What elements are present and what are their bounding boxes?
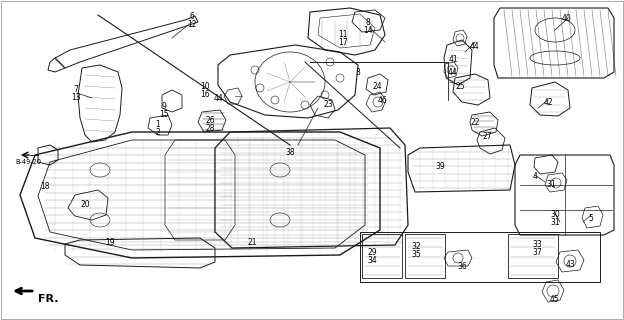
- Text: 14: 14: [363, 26, 373, 35]
- Text: 34: 34: [367, 256, 377, 265]
- Text: 5: 5: [588, 214, 593, 223]
- Text: 12: 12: [187, 20, 197, 29]
- Text: 25: 25: [455, 82, 465, 91]
- Text: 8: 8: [366, 18, 371, 27]
- Text: 4: 4: [532, 172, 537, 181]
- Text: 45: 45: [549, 295, 559, 304]
- Text: 42: 42: [543, 98, 553, 107]
- Text: 31: 31: [546, 180, 556, 189]
- Text: 11: 11: [338, 30, 348, 39]
- Text: 15: 15: [159, 110, 169, 119]
- Text: 44: 44: [213, 94, 223, 103]
- Text: 37: 37: [532, 248, 542, 257]
- Text: 20: 20: [80, 200, 90, 209]
- Text: 7: 7: [74, 85, 79, 94]
- Text: 29: 29: [367, 248, 377, 257]
- Text: 44: 44: [448, 68, 458, 77]
- Text: 1: 1: [155, 120, 160, 129]
- Text: 3: 3: [356, 68, 361, 77]
- Text: 33: 33: [532, 240, 542, 249]
- Text: 23: 23: [323, 100, 333, 109]
- Text: 26: 26: [205, 116, 215, 125]
- Text: 36: 36: [457, 262, 467, 271]
- Text: 39: 39: [435, 162, 445, 171]
- Text: 2: 2: [155, 128, 160, 137]
- Text: 18: 18: [41, 182, 50, 191]
- Text: 24: 24: [372, 82, 382, 91]
- Text: B-49-20: B-49-20: [15, 159, 41, 165]
- Text: 40: 40: [562, 14, 572, 23]
- Text: 32: 32: [411, 242, 421, 251]
- Text: 6: 6: [190, 12, 195, 21]
- Text: FR.: FR.: [38, 294, 59, 304]
- Text: 9: 9: [162, 102, 167, 111]
- Text: 27: 27: [482, 132, 492, 141]
- Text: 35: 35: [411, 250, 421, 259]
- Text: 17: 17: [338, 38, 348, 47]
- Text: 13: 13: [71, 93, 81, 102]
- Text: 10: 10: [200, 82, 210, 91]
- Text: 44: 44: [470, 42, 480, 51]
- Text: 31: 31: [550, 218, 560, 227]
- Text: 19: 19: [105, 238, 115, 247]
- Text: 41: 41: [448, 55, 458, 64]
- Text: 38: 38: [285, 148, 295, 157]
- Text: 46: 46: [377, 96, 387, 105]
- Text: 16: 16: [200, 90, 210, 99]
- Text: 28: 28: [205, 124, 215, 133]
- Text: 43: 43: [566, 260, 576, 269]
- Text: 21: 21: [247, 238, 256, 247]
- Text: 30: 30: [550, 210, 560, 219]
- Text: 22: 22: [470, 118, 480, 127]
